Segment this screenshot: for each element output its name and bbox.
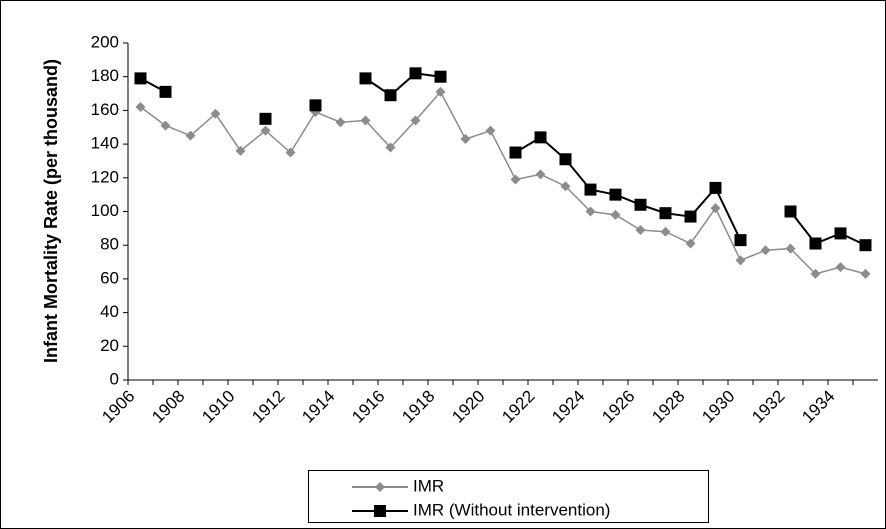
data-point bbox=[485, 125, 496, 136]
legend-marker bbox=[374, 505, 386, 517]
data-point bbox=[359, 72, 372, 85]
data-point bbox=[734, 234, 747, 247]
y-tick-label: 100 bbox=[91, 201, 119, 220]
data-point bbox=[609, 188, 622, 201]
data-point bbox=[534, 131, 547, 144]
data-point bbox=[834, 227, 847, 240]
data-point bbox=[360, 115, 371, 126]
data-point bbox=[510, 174, 521, 185]
data-point bbox=[784, 205, 797, 218]
data-point bbox=[685, 238, 696, 249]
y-tick-label: 200 bbox=[91, 32, 119, 51]
data-point bbox=[185, 130, 196, 141]
data-point bbox=[809, 237, 822, 250]
data-point bbox=[634, 198, 647, 211]
data-point bbox=[709, 181, 722, 194]
data-point bbox=[509, 146, 522, 159]
data-point bbox=[610, 209, 621, 220]
data-point bbox=[160, 120, 171, 131]
data-point bbox=[134, 72, 147, 85]
data-point bbox=[710, 203, 721, 214]
data-point bbox=[785, 243, 796, 254]
data-point bbox=[635, 225, 646, 236]
data-point bbox=[260, 125, 271, 136]
series-line bbox=[140, 72, 866, 247]
data-point bbox=[760, 245, 771, 256]
data-point bbox=[159, 85, 172, 98]
data-point bbox=[259, 112, 272, 125]
data-point bbox=[559, 153, 572, 166]
data-point bbox=[560, 181, 571, 192]
data-point bbox=[385, 142, 396, 153]
y-tick-label: 40 bbox=[100, 302, 119, 321]
data-point bbox=[835, 262, 846, 273]
legend-marker bbox=[375, 482, 385, 492]
data-point bbox=[684, 210, 697, 223]
data-point bbox=[859, 239, 872, 252]
y-tick-label: 20 bbox=[100, 336, 119, 355]
y-tick-label: 160 bbox=[91, 100, 119, 119]
data-point bbox=[584, 183, 597, 196]
y-tick-label: 60 bbox=[100, 268, 119, 287]
data-point bbox=[335, 117, 346, 128]
data-point bbox=[810, 268, 821, 279]
legend-label: IMR (Without intervention) bbox=[413, 500, 610, 519]
data-point bbox=[660, 226, 671, 237]
data-point bbox=[659, 207, 672, 220]
y-tick-label: 140 bbox=[91, 134, 119, 153]
data-point bbox=[535, 169, 546, 180]
data-point bbox=[235, 145, 246, 156]
data-point bbox=[210, 108, 221, 119]
y-tick-label: 80 bbox=[100, 235, 119, 254]
data-point bbox=[410, 115, 421, 126]
data-point bbox=[585, 206, 596, 217]
series-line bbox=[140, 90, 866, 275]
y-tick-label: 120 bbox=[91, 167, 119, 186]
data-point bbox=[409, 67, 422, 80]
y-axis-label: Infant Mortality Rate (per thousand) bbox=[41, 59, 61, 363]
data-point bbox=[735, 255, 746, 266]
data-point bbox=[434, 70, 447, 83]
legend-label: IMR bbox=[413, 476, 444, 495]
data-point bbox=[285, 147, 296, 158]
data-point bbox=[435, 86, 446, 97]
data-point bbox=[384, 89, 397, 102]
y-tick-label: 0 bbox=[110, 369, 119, 388]
data-point bbox=[135, 102, 146, 113]
y-tick-label: 180 bbox=[91, 66, 119, 85]
data-point bbox=[860, 268, 871, 279]
data-point bbox=[309, 99, 322, 112]
data-point bbox=[460, 134, 471, 145]
